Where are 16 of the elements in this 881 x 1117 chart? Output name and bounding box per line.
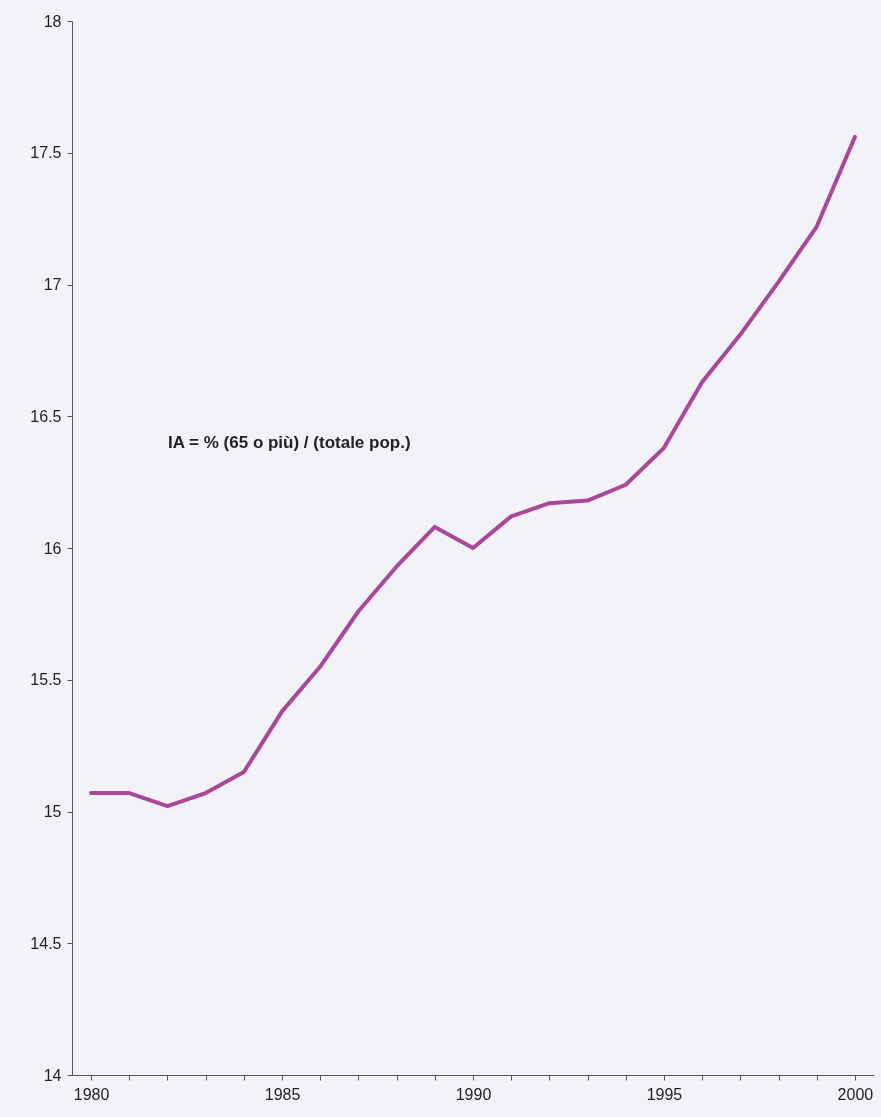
y-tick-label: 17 [43, 276, 62, 293]
x-tick-label: 1990 [455, 1085, 492, 1103]
y-tick-label: 15.5 [30, 671, 62, 689]
line-series [89, 134, 857, 809]
x-tick-label: 2000 [837, 1085, 874, 1103]
x-tick-label: 1995 [646, 1085, 683, 1103]
y-tick-label: 16 [43, 539, 62, 557]
y-tick-label: 15 [43, 803, 62, 820]
y-tick-label: 14 [43, 1066, 62, 1084]
x-tick-label: 1985 [264, 1085, 301, 1103]
y-tick-label: 16.5 [30, 407, 62, 425]
y-tick-label: 18 [43, 12, 62, 30]
annotation: IA = % (65 o più) / (totale pop.) [168, 433, 411, 452]
y-tick-label: 14.5 [30, 934, 62, 952]
y-tick-label: 17.5 [30, 144, 62, 162]
x-tick-label: 1980 [73, 1085, 110, 1103]
